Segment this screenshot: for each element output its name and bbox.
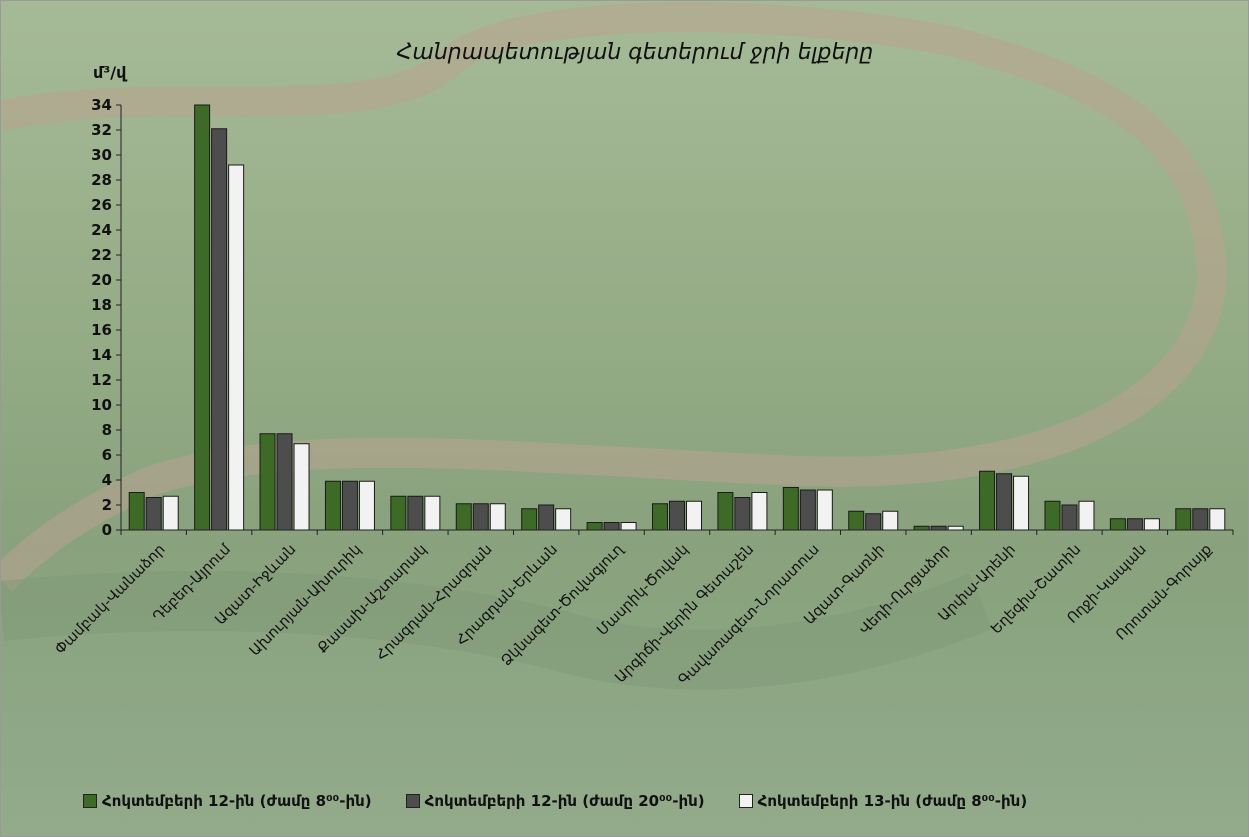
bar-series-1-cat-16 [1109, 518, 1126, 531]
legend-swatch-series-2 [405, 794, 420, 808]
y-tick-label: 30 [91, 146, 112, 164]
y-tick-label: 28 [91, 171, 112, 189]
y-tick-label: 0 [102, 521, 112, 539]
bar-series-2-cat-13 [930, 525, 947, 531]
legend-item-series-1: Հոկտեմբերի 12-ին (ժամը 8⁰⁰-ին) [83, 792, 372, 810]
x-tick-label: Հրազդան-Հրազդան [373, 542, 495, 664]
bar-series-3-cat-12 [882, 510, 899, 531]
bar-series-2-cat-4 [341, 480, 358, 531]
bar-series-3-cat-6 [489, 503, 506, 531]
bar-series-1-cat-8 [586, 522, 603, 531]
bar-series-3-cat-15 [1078, 500, 1095, 531]
bar-series-3-cat-1 [162, 495, 179, 531]
x-tick-label: Փամբակ-Վանաձոր [52, 542, 168, 658]
x-tick-label: Արգիճի-Վերին Գետաշեն [612, 542, 757, 687]
y-tick-label: 32 [91, 121, 112, 139]
bar-series [128, 104, 1226, 531]
bar-series-3-cat-9 [686, 500, 702, 531]
legend-label-series-3: Հոկտեմբերի 13-ին (ժամը 8⁰⁰-ին) [757, 792, 1028, 810]
y-tick-label: 4 [102, 471, 112, 489]
y-tick-label: 2 [102, 496, 112, 514]
bar-series-2-cat-6 [472, 503, 489, 531]
bar-series-2-cat-14 [996, 473, 1013, 531]
bar-series-3-cat-11 [816, 489, 833, 531]
bar-series-1-cat-13 [913, 525, 930, 531]
bar-series-1-cat-11 [782, 487, 799, 531]
bar-series-1-cat-9 [652, 503, 668, 531]
y-tick-label: 12 [91, 371, 112, 389]
bar-series-1-cat-1 [128, 492, 145, 531]
legend-item-series-3: Հոկտեմբերի 13-ին (ժամը 8⁰⁰-ին) [738, 792, 1028, 810]
bar-series-2-cat-9 [669, 500, 685, 531]
y-tick-label: 20 [91, 271, 112, 289]
bar-series-2-cat-8 [603, 522, 620, 531]
bar-series-2-cat-5 [407, 495, 424, 531]
y-tick-label: 10 [91, 396, 112, 414]
bar-series-1-cat-2 [194, 104, 211, 531]
y-tick-label: 6 [102, 446, 112, 464]
x-tick-label: Ձկնագետ-Ծովագյուղ [499, 541, 627, 669]
legend-label-series-2: Հոկտեմբերի 12-ին (ժամը 20⁰⁰-ին) [424, 792, 705, 810]
bar-series-3-cat-7 [555, 508, 572, 531]
legend-item-series-2: Հոկտեմբերի 12-ին (ժամը 20⁰⁰-ին) [405, 792, 705, 810]
bar-series-1-cat-14 [979, 470, 996, 531]
bar-series-3-cat-16 [1143, 518, 1160, 531]
y-tick-label: 34 [91, 96, 112, 114]
x-tick-label: Քասախ-Աշտարակ [315, 542, 430, 657]
bar-series-2-cat-15 [1061, 504, 1078, 531]
y-tick-label: 22 [91, 246, 112, 264]
y-tick-label: 8 [102, 421, 112, 439]
legend: Հոկտեմբերի 12-ին (ժամը 8⁰⁰-ին) Հոկտեմբեր… [83, 792, 1027, 810]
y-tick-label: 16 [91, 321, 112, 339]
x-tick-label: Գավառագետ-Նորատուս [676, 542, 823, 689]
bar-series-3-cat-17 [1209, 508, 1226, 531]
bar-series-3-cat-13 [947, 525, 964, 531]
bar-series-1-cat-4 [324, 480, 341, 531]
bar-series-1-cat-3 [259, 433, 276, 531]
bar-series-2-cat-10 [734, 497, 751, 531]
bar-series-2-cat-3 [276, 433, 293, 531]
bar-series-1-cat-5 [390, 495, 407, 531]
bar-series-3-cat-8 [620, 522, 637, 531]
bar-series-2-cat-2 [211, 128, 228, 531]
legend-swatch-series-1 [83, 794, 97, 808]
bar-series-2-cat-1 [145, 497, 162, 531]
bar-series-1-cat-12 [848, 510, 865, 531]
bar-series-1-cat-17 [1175, 508, 1192, 531]
legend-swatch-series-3 [738, 794, 753, 808]
bar-series-1-cat-10 [717, 492, 734, 531]
bar-series-3-cat-10 [751, 492, 768, 531]
x-axis-ticks: Փամբակ-ՎանաձորԴեբեդ-ԱյրումԱզատ-ԻջևանԱխու… [52, 530, 1234, 689]
bar-series-3-cat-3 [293, 443, 310, 531]
bar-series-1-cat-15 [1044, 500, 1061, 531]
bar-series-3-cat-2 [228, 164, 245, 531]
y-tick-label: 14 [91, 346, 112, 364]
bar-series-3-cat-14 [1013, 475, 1030, 531]
bar-series-1-cat-6 [455, 503, 472, 531]
bar-series-2-cat-17 [1192, 508, 1209, 531]
bar-series-3-cat-4 [358, 480, 375, 531]
bar-series-2-cat-7 [538, 504, 555, 531]
x-tick-label: Ախուրյան-Ախուրիկ [247, 542, 365, 660]
bar-series-2-cat-16 [1126, 518, 1143, 531]
chart-title: Հանրապետության գետերում ջրի ելքերը [397, 40, 874, 65]
y-tick-label: 18 [91, 296, 112, 314]
bar-series-3-cat-5 [424, 495, 441, 531]
bar-series-1-cat-7 [521, 508, 538, 531]
bar-series-2-cat-12 [865, 513, 882, 531]
y-tick-label: 24 [91, 221, 112, 239]
bar-series-2-cat-11 [799, 489, 816, 531]
y-tick-label: 26 [91, 196, 112, 214]
legend-label-series-1: Հոկտեմբերի 12-ին (ժամը 8⁰⁰-ին) [102, 792, 372, 810]
y-axis-unit: մ³/վ [93, 63, 128, 82]
